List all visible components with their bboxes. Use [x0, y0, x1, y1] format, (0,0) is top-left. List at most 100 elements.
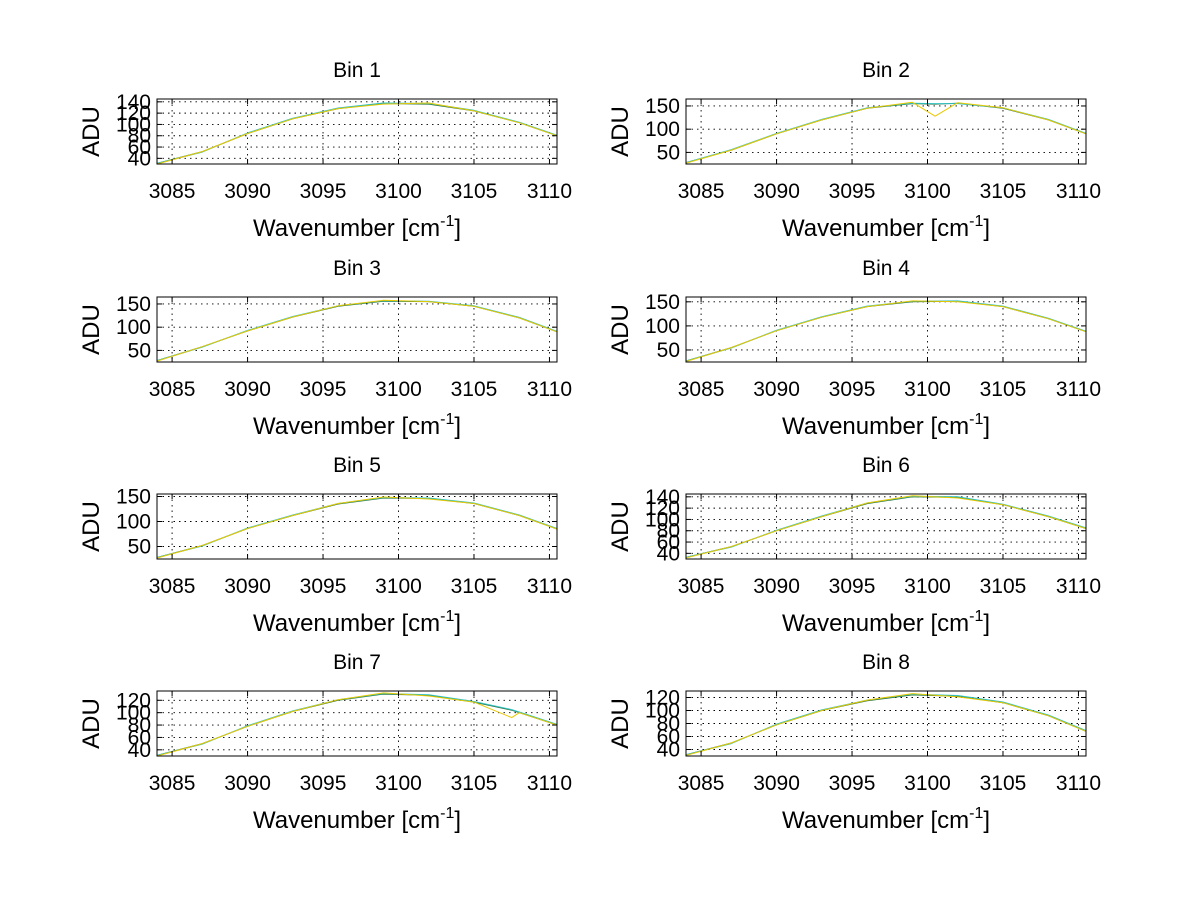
series-line-2 [685, 300, 1087, 362]
y-axis-label: ADU [607, 106, 634, 157]
y-tick-label: 50 [657, 141, 680, 164]
x-tick-label: 3105 [451, 180, 498, 203]
x-tick-label: 3100 [904, 378, 951, 401]
y-tick-label: 100 [116, 702, 151, 725]
subplot-title: Bin 6 [862, 454, 910, 477]
y-axis-label: ADU [78, 304, 105, 355]
y-tick-label: 100 [116, 511, 151, 534]
x-tick-label: 3110 [1056, 575, 1101, 598]
x-tick-label: 3100 [904, 180, 951, 203]
x-tick-label: 3090 [224, 180, 271, 203]
x-axis-label-tail: ] [983, 215, 990, 242]
x-axis-label: Wavenumber [cm-1] [782, 411, 990, 440]
y-tick-label: 60 [657, 726, 680, 749]
series-line-2 [685, 693, 1087, 756]
x-axis-label-tail: ] [454, 413, 461, 440]
x-axis-label-main: Wavenumber [cm [253, 215, 440, 242]
x-tick-label: 3100 [904, 772, 951, 795]
axes-frame [685, 690, 1087, 757]
series-line-2 [685, 495, 1087, 558]
subplot-title: Bin 4 [862, 257, 910, 280]
x-tick-label: 3110 [527, 575, 572, 598]
subplot-title: Bin 5 [333, 454, 381, 477]
axes-frame [156, 296, 558, 363]
series-line-3 [156, 692, 558, 757]
subplot-6: Bin 6 3085 3090 3095 3100 3105 3110 40608010012… [607, 454, 1101, 637]
x-axis-label-tail: ] [983, 413, 990, 440]
y-tick-label: 100 [645, 700, 680, 723]
x-tick-label: 3105 [980, 575, 1027, 598]
y-tick-label: 40 [657, 739, 680, 762]
y-tick-label: 120 [645, 497, 680, 520]
x-tick-label: 3110 [1056, 378, 1101, 401]
x-axis-label-sup: -1 [969, 608, 983, 625]
subplot-title: Bin 7 [333, 651, 381, 674]
x-axis-label-main: Wavenumber [cm [782, 215, 969, 242]
x-axis-label-main: Wavenumber [cm [782, 610, 969, 637]
x-tick-label: 3095 [300, 180, 347, 203]
x-axis-label-tail: ] [454, 807, 461, 834]
y-tick-label: 120 [116, 689, 151, 712]
x-axis-label-main: Wavenumber [cm [253, 610, 440, 637]
x-axis-label-tail: ] [983, 610, 990, 637]
x-tick-label: 3100 [904, 575, 951, 598]
x-tick-label: 3085 [678, 772, 725, 795]
x-axis-label-sup: -1 [440, 805, 454, 822]
x-tick-label: 3095 [829, 378, 876, 401]
axes-frame [156, 690, 558, 757]
series-line-3 [156, 299, 558, 362]
axes-frame [685, 98, 1087, 165]
x-tick-label: 3095 [829, 772, 876, 795]
x-tick-label: 3085 [149, 772, 196, 795]
y-axis-label: ADU [78, 698, 105, 749]
y-tick-label: 80 [657, 520, 680, 543]
x-tick-label: 3095 [300, 575, 347, 598]
x-tick-label: 3105 [451, 378, 498, 401]
y-tick-label: 100 [645, 508, 680, 531]
y-tick-label: 150 [116, 486, 151, 509]
x-tick-label: 3090 [224, 575, 271, 598]
series-line-3 [685, 693, 1087, 756]
axes-frame [685, 296, 1087, 363]
y-axis-label: ADU [607, 304, 634, 355]
x-axis-label-main: Wavenumber [cm [782, 807, 969, 834]
series-line-1 [685, 496, 1087, 558]
x-axis-label-main: Wavenumber [cm [253, 413, 440, 440]
x-tick-label: 3100 [375, 378, 422, 401]
x-tick-label: 3100 [375, 575, 422, 598]
x-tick-label: 3105 [980, 378, 1027, 401]
series-line-1 [156, 103, 558, 164]
x-tick-label: 3110 [527, 378, 572, 401]
subplot-title: Bin 1 [333, 59, 381, 82]
x-axis-label-sup: -1 [969, 805, 983, 822]
x-axis-label-sup: -1 [440, 411, 454, 428]
subplot-title: Bin 8 [862, 651, 910, 674]
x-axis-label-tail: ] [983, 807, 990, 834]
x-tick-label: 3090 [753, 180, 800, 203]
x-tick-label: 3095 [300, 378, 347, 401]
x-tick-label: 3100 [375, 180, 422, 203]
x-tick-label: 3085 [678, 378, 725, 401]
series-line-1 [156, 497, 558, 558]
x-tick-label: 3090 [224, 378, 271, 401]
axes-frame [156, 493, 558, 560]
series-line-2 [685, 102, 1087, 164]
x-tick-label: 3090 [753, 378, 800, 401]
x-tick-label: 3090 [753, 772, 800, 795]
x-tick-label: 3105 [980, 772, 1027, 795]
y-tick-label: 60 [657, 531, 680, 554]
x-axis-label: Wavenumber [cm-1] [253, 411, 461, 440]
x-axis-label-main: Wavenumber [cm [782, 413, 969, 440]
y-tick-label: 40 [657, 542, 680, 565]
x-tick-label: 3105 [451, 575, 498, 598]
y-tick-label: 80 [657, 713, 680, 736]
series-line-2 [156, 300, 558, 362]
x-axis-label-main: Wavenumber [cm [253, 807, 440, 834]
subplot-7: Bin 7 3085 3090 3095 3100 3105 3110 40608010012… [78, 651, 572, 834]
x-tick-label: 3085 [149, 575, 196, 598]
series-line-1 [156, 300, 558, 362]
y-axis-label: ADU [78, 501, 105, 552]
